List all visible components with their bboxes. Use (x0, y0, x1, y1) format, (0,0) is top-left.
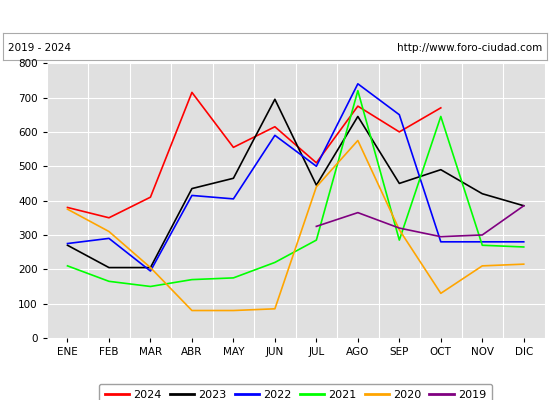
Legend: 2024, 2023, 2022, 2021, 2020, 2019: 2024, 2023, 2022, 2021, 2020, 2019 (99, 384, 492, 400)
Text: Evolucion Nº Turistas Extranjeros en el municipio de Cazorla: Evolucion Nº Turistas Extranjeros en el … (74, 10, 476, 23)
Text: http://www.foro-ciudad.com: http://www.foro-ciudad.com (397, 43, 542, 53)
Text: 2019 - 2024: 2019 - 2024 (8, 43, 71, 53)
